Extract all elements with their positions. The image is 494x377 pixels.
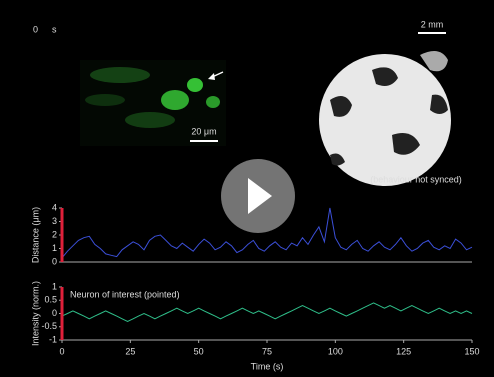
video-frame: 0 s 20 μm 2 mm (behaviour not synced) 0 1… (0, 0, 494, 377)
micro-scale-label: 20 μm (191, 126, 216, 136)
y-tick-label: -1 (49, 334, 57, 344)
x-tick-label: 125 (396, 346, 411, 356)
x-axis-label: Time (s) (251, 361, 284, 371)
x-tick-label: 0 (59, 346, 64, 356)
x-tick-label: 75 (262, 346, 272, 356)
ball-scale-label: 2 mm (421, 19, 444, 29)
x-tick-label: 100 (328, 346, 343, 356)
time-unit: s (52, 24, 57, 34)
behaviour-note: (behaviour not synced) (370, 174, 462, 184)
y-axis-label: Distance (μm) (30, 207, 40, 263)
y-tick-label: 4 (52, 202, 57, 212)
y-tick-label: -0.5 (41, 321, 57, 331)
annotation: Neuron of interest (pointed) (70, 289, 180, 299)
y-axis-label: Intensity (norm.) (30, 281, 40, 346)
y-tick-label: 3 (52, 216, 57, 226)
y-tick-label: 0 (52, 308, 57, 318)
y-tick-label: 0.5 (44, 295, 57, 305)
y-tick-label: 0 (52, 256, 57, 266)
play-button[interactable] (221, 159, 295, 233)
x-tick-label: 150 (464, 346, 479, 356)
time-value: 0 (33, 24, 38, 34)
x-tick-label: 50 (194, 346, 204, 356)
y-tick-label: 1 (52, 243, 57, 253)
x-tick-label: 25 (125, 346, 135, 356)
y-tick-label: 1 (52, 281, 57, 291)
y-tick-label: 2 (52, 229, 57, 239)
